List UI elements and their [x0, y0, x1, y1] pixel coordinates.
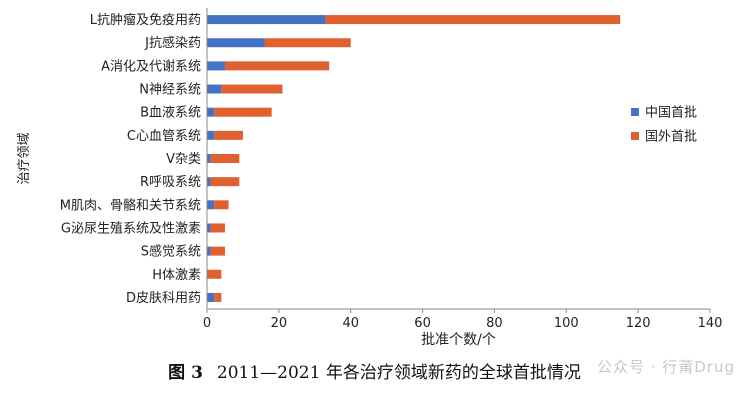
bar-segment-china — [207, 246, 211, 256]
bar-segment-foreign — [210, 154, 240, 163]
legend-swatch — [631, 132, 639, 140]
bar-segment-foreign — [210, 223, 225, 233]
bar-segment-china — [207, 130, 215, 140]
bar-segment-china — [207, 84, 222, 94]
legend-label: 中国首批 — [645, 106, 697, 121]
bar-segment-foreign — [214, 107, 272, 117]
bar-segment-china — [207, 223, 211, 233]
category-label: C心血管系统 — [127, 129, 201, 144]
x-tick-label: 0 — [203, 316, 211, 331]
category-label: N神经系统 — [139, 83, 201, 98]
bar-segment-foreign — [207, 269, 222, 279]
bar-segment-china — [207, 107, 215, 117]
x-tick-label: 80 — [486, 316, 503, 331]
legend-label: 国外首批 — [645, 130, 697, 145]
category-label: R呼吸系统 — [140, 175, 201, 190]
x-tick-label: 100 — [554, 316, 579, 331]
y-axis-label: 治疗领域 — [17, 132, 32, 184]
bar-segment-china — [207, 61, 225, 71]
category-label: H体激素 — [152, 268, 201, 283]
category-label: A消化及代谢系统 — [101, 58, 201, 74]
bar-segment-china — [207, 154, 211, 163]
x-tick-label: 40 — [342, 316, 359, 331]
bar-segment-foreign — [214, 292, 222, 302]
bar-segment-china — [207, 15, 326, 25]
bar-segment-foreign — [210, 177, 240, 187]
category-label: L抗肿瘤及免疫用药 — [90, 12, 201, 28]
bar-segment-foreign — [264, 38, 351, 48]
x-tick-label: 20 — [271, 316, 288, 331]
x-tick-label: 120 — [626, 316, 651, 331]
stacked-bar-chart: L抗肿瘤及免疫用药 J抗感染药 A消化及代谢系统 N神经系统 B血液系统 C心血管系统 V杂… — [17, 8, 723, 348]
bar-segment-foreign — [214, 200, 229, 210]
bar-segment-foreign — [221, 84, 283, 94]
legend-swatch — [631, 108, 639, 116]
category-label: J抗感染药 — [144, 35, 201, 51]
bar-segment-china — [207, 177, 211, 187]
category-label: B血液系统 — [140, 106, 201, 121]
bar-segment-china — [207, 38, 265, 48]
bar-segment-foreign — [325, 15, 621, 25]
x-tick-label: 140 — [698, 316, 723, 331]
category-label: G泌尿生殖系统及性激素 — [61, 220, 201, 236]
category-label: M肌肉、骨骼和关节系统 — [60, 197, 201, 213]
bar-segment-china — [207, 200, 215, 210]
bar-segment-foreign — [224, 61, 330, 71]
watermark: 公众号 · 行莆Drug — [596, 358, 735, 376]
category-label: S感觉系统 — [141, 244, 201, 260]
figure-caption: 图 3 2011—2021 年各治疗领域新药的全球首批情况 — [0, 358, 749, 383]
x-tick-label: 60 — [414, 316, 431, 331]
category-label: D皮肤科用药 — [126, 291, 201, 306]
bar-segment-foreign — [214, 130, 243, 140]
category-label: V杂类 — [166, 152, 201, 167]
x-axis-label: 批准个数/个 — [421, 332, 496, 348]
figure-label: 图 3 — [168, 363, 203, 383]
bar-segment-china — [207, 292, 215, 302]
bar-segment-foreign — [210, 246, 225, 256]
caption-text: 2011—2021 年各治疗领域新药的全球首批情况 — [216, 363, 581, 383]
